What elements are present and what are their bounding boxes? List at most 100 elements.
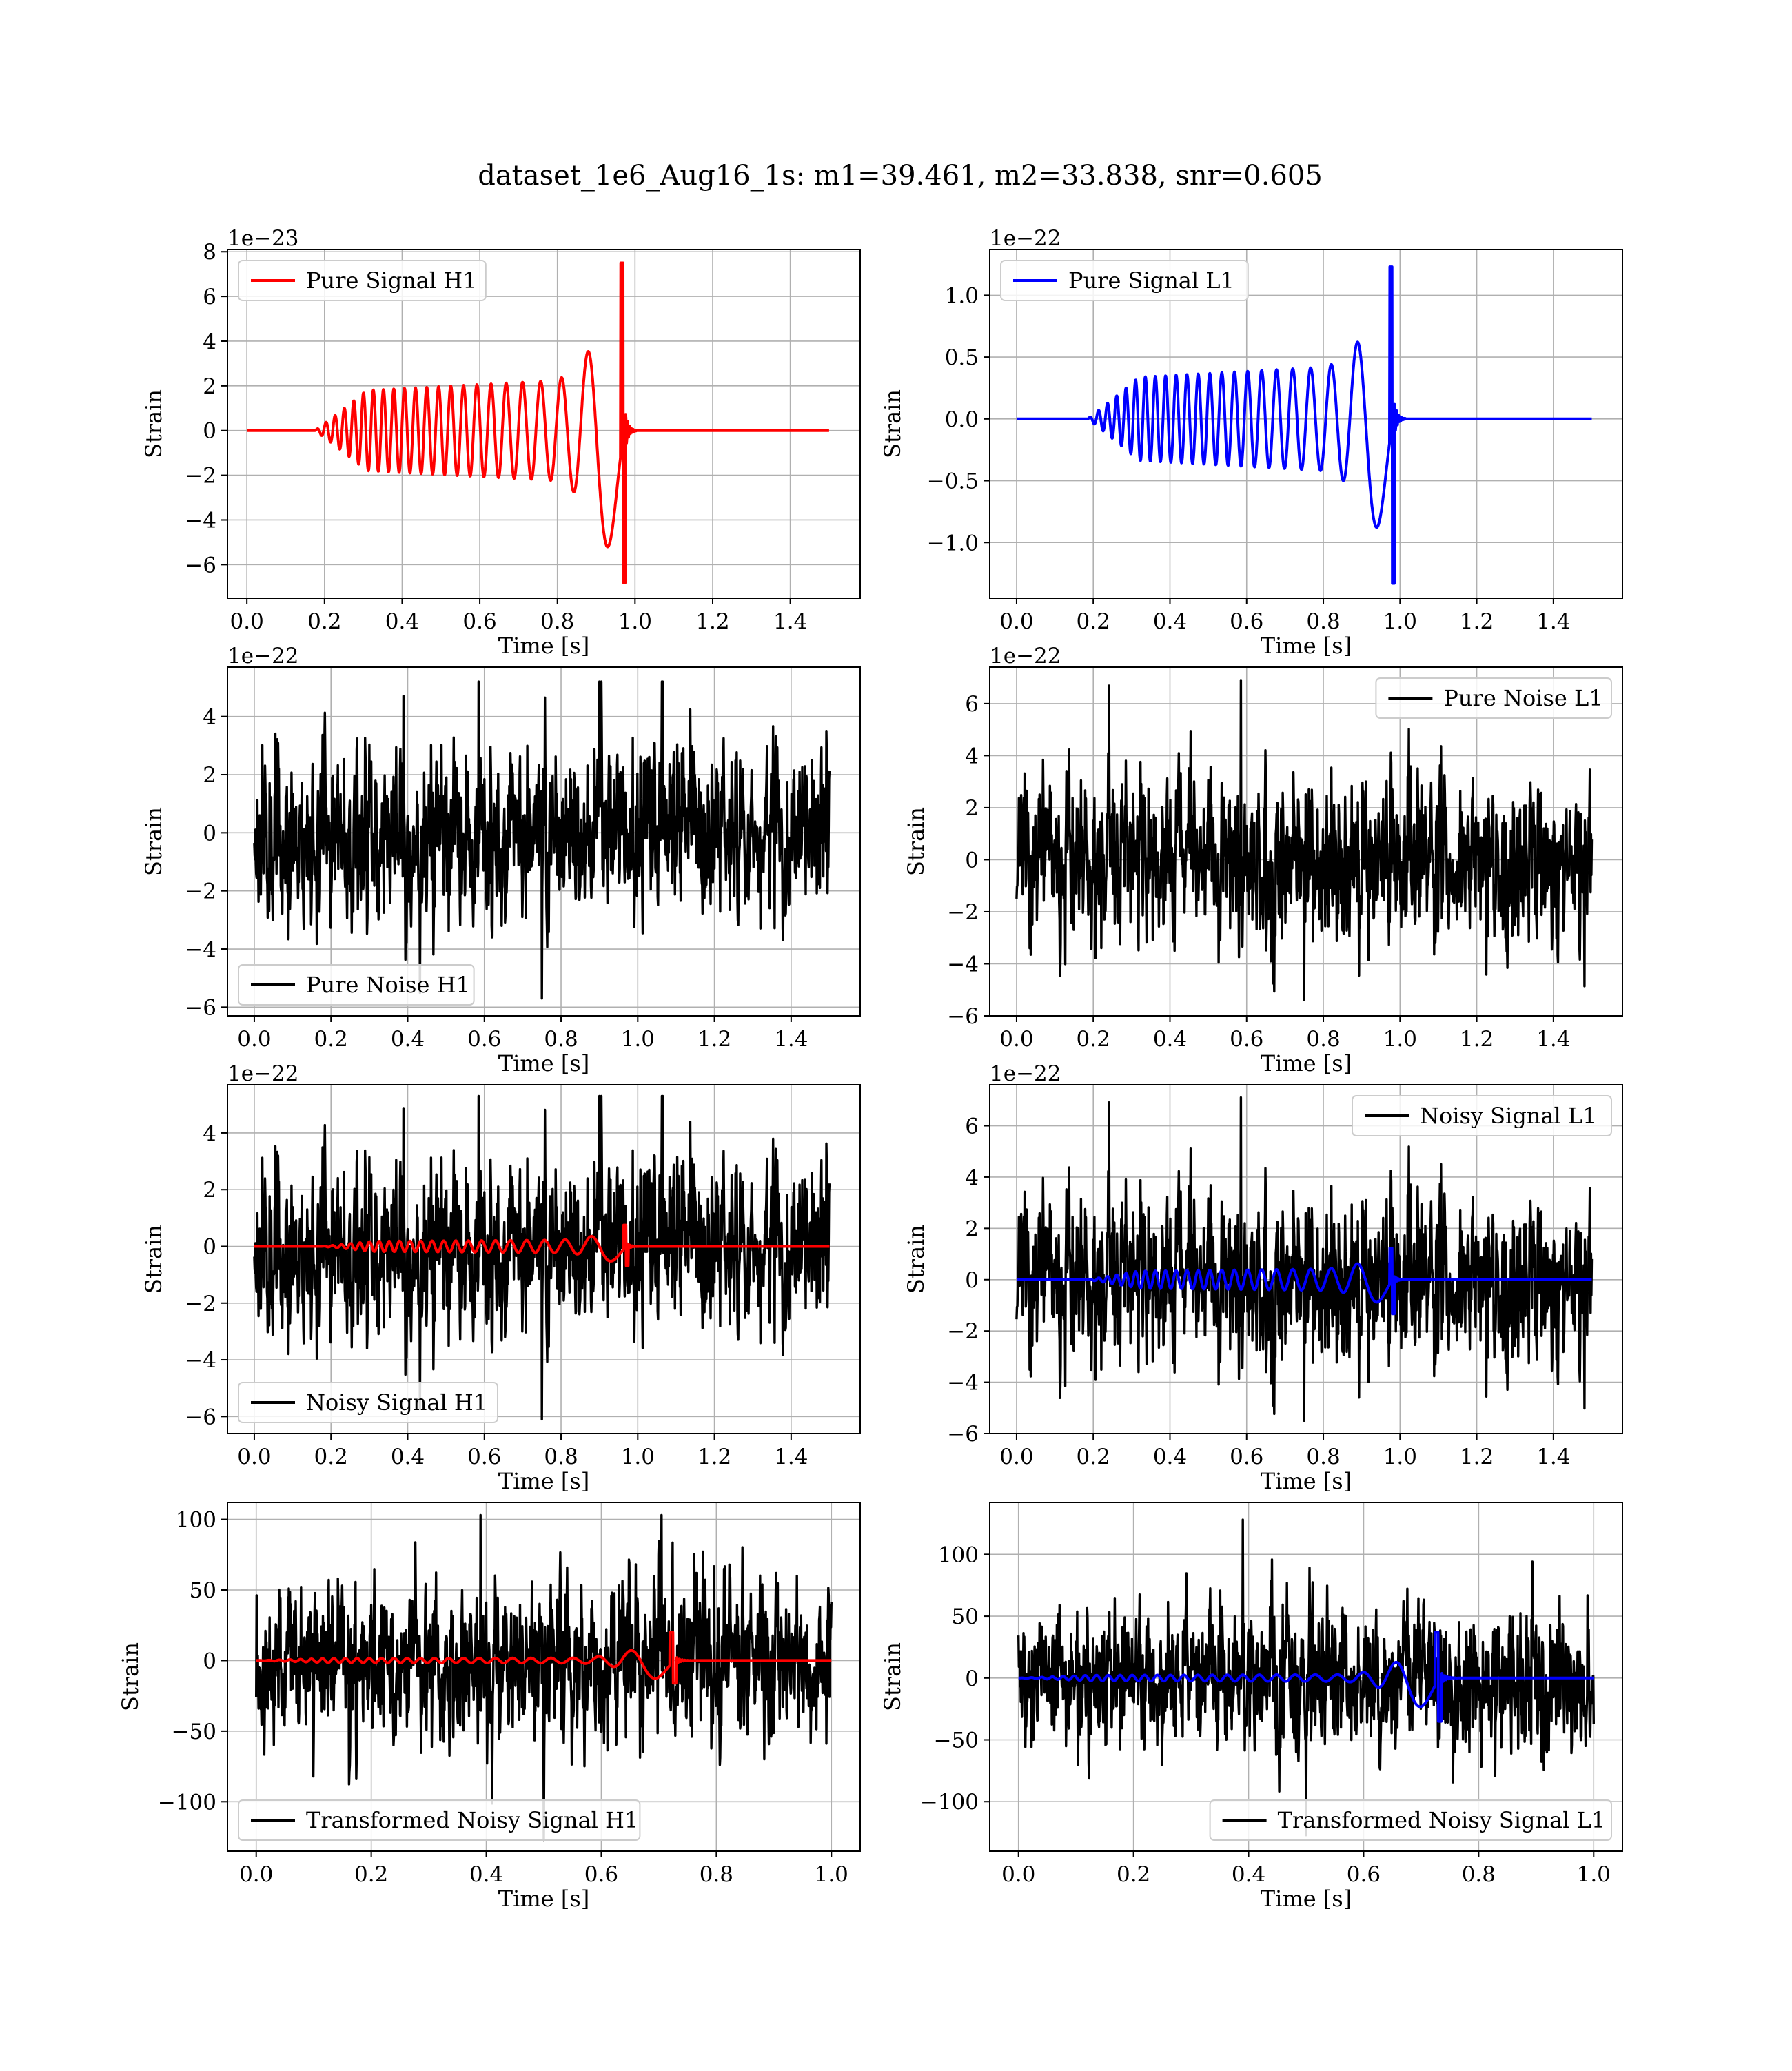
series-group bbox=[1015, 265, 1593, 585]
x-tick-label: 1.0 bbox=[621, 1445, 655, 1469]
series-group bbox=[245, 261, 831, 584]
x-tick-label: 0.4 bbox=[1153, 1445, 1187, 1469]
legend-label: Pure Noise L1 bbox=[1443, 685, 1602, 711]
x-tick-label: 1.0 bbox=[815, 1862, 848, 1887]
x-tick-label: 1.2 bbox=[698, 1445, 731, 1469]
x-tick-label: 0.2 bbox=[1077, 609, 1110, 634]
subplot-pure-noise-h1: 0.0 0.2 0.4 0.6 0.8 1.0 1.2 1.4 −6 −4 −2 0 2 4 Time [s… bbox=[141, 644, 861, 1077]
x-tick-label: 1.2 bbox=[698, 1027, 731, 1052]
x-tick-label: 0.6 bbox=[1230, 1445, 1263, 1469]
legend: Pure Signal H1 bbox=[238, 260, 487, 301]
x-tick-label: 0.4 bbox=[391, 1027, 425, 1052]
y-tick-label: 0 bbox=[203, 1234, 216, 1259]
x-tick-label: 0.4 bbox=[469, 1862, 503, 1887]
y-tick-label: 4 bbox=[965, 744, 979, 768]
y-offset-text: 1e−22 bbox=[990, 226, 1061, 251]
y-tick-label: −4 bbox=[947, 1371, 979, 1396]
x-tick-label: 0.0 bbox=[1001, 1862, 1035, 1887]
x-tick-label: 0.6 bbox=[467, 1027, 501, 1052]
series-group bbox=[1015, 1096, 1594, 1422]
legend-label: Transformed Noisy Signal L1 bbox=[1278, 1807, 1606, 1833]
y-tick-label: 2 bbox=[965, 1216, 979, 1241]
x-tick-label: 0.2 bbox=[314, 1445, 348, 1469]
x-tick-label: 1.4 bbox=[1536, 1445, 1570, 1469]
y-tick-label: 0 bbox=[203, 419, 216, 444]
y-tick-label: −6 bbox=[185, 1405, 216, 1429]
x-axis-label: Time [s] bbox=[498, 633, 589, 659]
x-tick-label: 0.4 bbox=[1153, 1027, 1187, 1052]
y-tick-label: 0.0 bbox=[945, 407, 979, 432]
y-tick-label: 8 bbox=[203, 240, 216, 265]
legend: Noisy Signal L1 bbox=[1352, 1095, 1612, 1136]
x-tick-label: 0.2 bbox=[1077, 1445, 1110, 1469]
legend: Pure Signal L1 bbox=[1000, 260, 1249, 301]
y-axis-label: Strain bbox=[117, 1642, 143, 1711]
x-tick-label: 1.2 bbox=[1460, 1027, 1494, 1052]
y-tick-label: 2 bbox=[203, 763, 216, 788]
series-line-signal bbox=[1015, 1247, 1593, 1316]
legend-frame bbox=[238, 964, 475, 1006]
y-tick-label: 2 bbox=[203, 374, 216, 399]
y-tick-label: 0 bbox=[203, 821, 216, 846]
legend-frame bbox=[1352, 1095, 1612, 1136]
subplot-transformed-noisy-signal-l1: 0.0 0.2 0.4 0.6 0.8 1.0 −100 −50 0 50 100 Time [s] S… bbox=[879, 1502, 1623, 1912]
x-tick-label: 0.4 bbox=[1232, 1862, 1265, 1887]
y-tick-label: −4 bbox=[185, 1348, 216, 1373]
y-axis-label: Strain bbox=[141, 1225, 167, 1294]
y-tick-label: 100 bbox=[938, 1542, 979, 1567]
y-tick-label: −100 bbox=[920, 1790, 979, 1815]
y-axis-label: Strain bbox=[879, 1642, 906, 1711]
y-tick-label: −1.0 bbox=[927, 531, 979, 555]
x-tick-label: 0.6 bbox=[467, 1445, 501, 1469]
legend: Transformed Noisy Signal L1 bbox=[1209, 1799, 1612, 1841]
y-tick-label: 6 bbox=[203, 285, 216, 309]
x-tick-label: 0.2 bbox=[1077, 1027, 1110, 1052]
axes-frame bbox=[989, 1502, 1623, 1852]
subplot-pure-signal-h1: 0.0 0.2 0.4 0.6 0.8 1.0 1.2 1.4 −6 −4 −2 0 2 4 6 8 Time … bbox=[141, 226, 861, 659]
x-tick-label: 1.0 bbox=[1383, 1027, 1417, 1052]
x-tick-label: 0.0 bbox=[999, 1445, 1033, 1469]
legend-frame bbox=[1209, 1799, 1612, 1841]
x-tick-label: 1.0 bbox=[1577, 1862, 1611, 1887]
y-tick-label: −2 bbox=[185, 1292, 216, 1316]
legend-label: Noisy Signal H1 bbox=[306, 1389, 487, 1416]
axes-frame bbox=[989, 1084, 1623, 1434]
x-tick-label: 0.0 bbox=[999, 1027, 1033, 1052]
x-tick-label: 0.8 bbox=[540, 609, 574, 634]
x-tick-label: 1.4 bbox=[774, 1027, 808, 1052]
series-line-signal bbox=[245, 261, 831, 584]
y-axis-label: Strain bbox=[903, 1225, 929, 1294]
x-tick-label: 0.6 bbox=[1230, 1027, 1263, 1052]
y-tick-label: 0 bbox=[965, 848, 979, 873]
y-tick-label: 4 bbox=[965, 1165, 979, 1190]
x-tick-label: 0.0 bbox=[230, 609, 264, 634]
x-tick-label: 0.2 bbox=[1117, 1862, 1150, 1887]
x-tick-label: 0.0 bbox=[239, 1862, 273, 1887]
y-tick-label: −50 bbox=[172, 1720, 216, 1744]
legend-label: Pure Signal H1 bbox=[306, 267, 477, 294]
legend-label: Noisy Signal L1 bbox=[1420, 1103, 1597, 1129]
x-tick-label: 0.4 bbox=[385, 609, 419, 634]
x-axis-label: Time [s] bbox=[1261, 1468, 1352, 1494]
y-axis-label: Strain bbox=[903, 807, 929, 876]
x-tick-label: 0.6 bbox=[1347, 1862, 1381, 1887]
subplot-noisy-signal-h1: 0.0 0.2 0.4 0.6 0.8 1.0 1.2 1.4 −6 −4 −2 0 2 4 Time [s… bbox=[141, 1061, 861, 1494]
y-tick-label: −4 bbox=[947, 952, 979, 977]
legend-frame bbox=[1000, 260, 1249, 301]
subplot-pure-noise-l1: 0.0 0.2 0.4 0.6 0.8 1.0 1.2 1.4 −6 −4 −2 0 2 4 6 Time [… bbox=[903, 644, 1623, 1077]
x-tick-label: 0.0 bbox=[237, 1445, 271, 1469]
x-tick-label: 0.8 bbox=[544, 1027, 578, 1052]
y-tick-label: 0 bbox=[965, 1666, 979, 1691]
y-axis-label: Strain bbox=[141, 389, 167, 458]
axes-frame bbox=[227, 1084, 861, 1434]
y-tick-label: 0 bbox=[965, 1268, 979, 1293]
x-tick-label: 0.0 bbox=[999, 609, 1033, 634]
y-tick-label: −100 bbox=[158, 1790, 216, 1815]
x-tick-label: 1.2 bbox=[1460, 609, 1494, 634]
series-line-noise bbox=[253, 680, 831, 1000]
y-tick-label: −6 bbox=[185, 553, 216, 578]
x-axis-label: Time [s] bbox=[498, 1468, 589, 1494]
y-tick-label: 4 bbox=[203, 705, 216, 730]
legend-frame bbox=[238, 1799, 641, 1841]
legend: Noisy Signal H1 bbox=[238, 1382, 498, 1423]
